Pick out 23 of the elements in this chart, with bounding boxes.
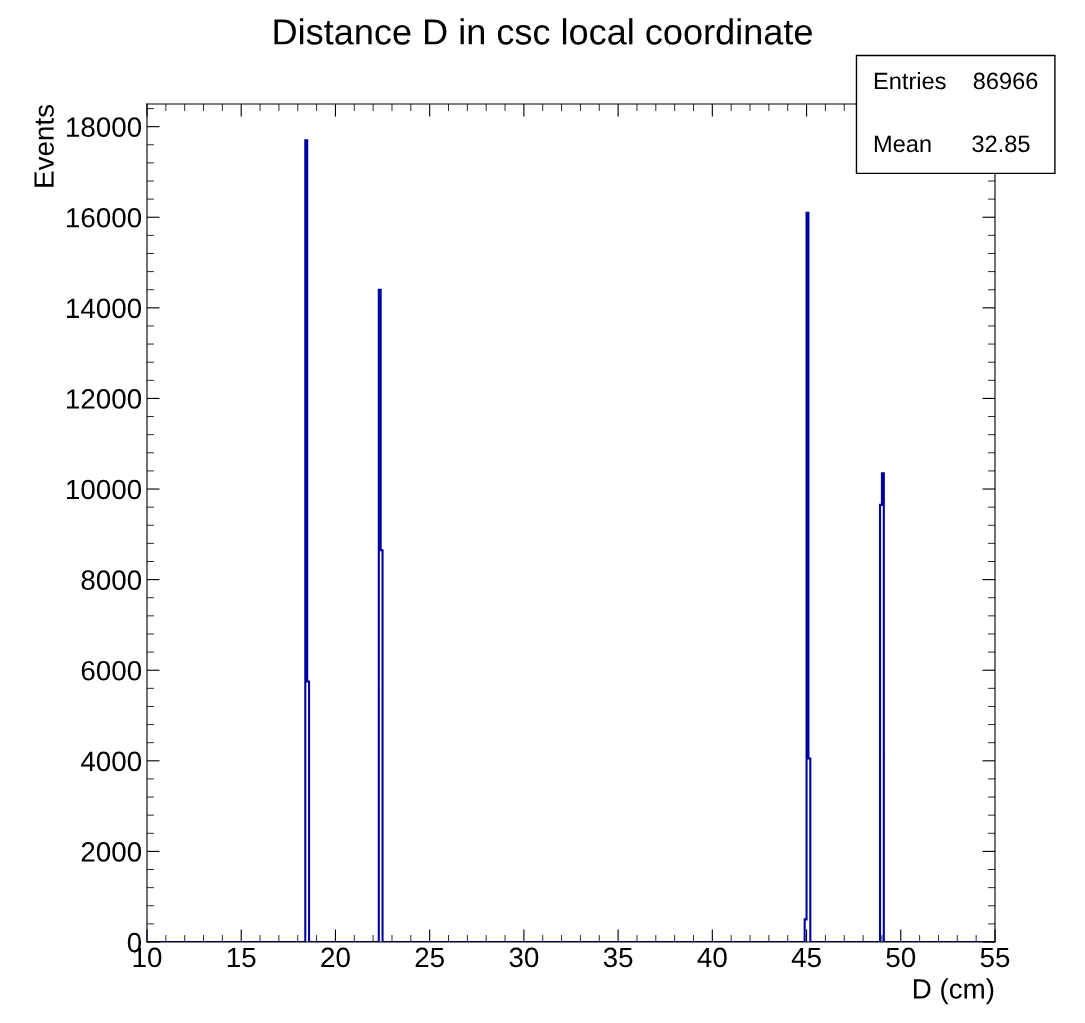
y-tick-label: 6000 — [81, 660, 142, 681]
annotation: Mean 32.85 — [874, 135, 1030, 153]
x-tick-label: 40 — [697, 947, 727, 968]
text: Entries 86966 — [874, 72, 1038, 90]
x-axis-title: D (cm) — [913, 978, 994, 1005]
y-axis-title: Events — [34, 105, 54, 187]
y-tick-label: 4000 — [80, 751, 142, 772]
y-tick-label: 2000 — [81, 842, 142, 862]
x-tick-label: 55 — [980, 947, 1010, 968]
chart-title: Distance D in csc local coordinate — [274, 18, 812, 45]
y-tick-label: 16000 — [67, 207, 142, 228]
y-tick-label: 14000 — [67, 298, 142, 319]
y-tick-label: 18000 — [67, 117, 142, 137]
x-tick-label: 35 — [603, 947, 633, 968]
x-tick-label: 45 — [791, 947, 821, 968]
x-tick-label: 25 — [415, 947, 444, 968]
y-tick-label: 8000 — [81, 570, 142, 590]
x-tick-label: 30 — [509, 947, 539, 968]
y-tick-label: 12000 — [67, 389, 142, 409]
x-tick-label: 20 — [321, 947, 350, 968]
x-tick-label: 50 — [886, 947, 916, 968]
x-tick-label: 15 — [227, 947, 256, 968]
y-tick-label: 10000 — [67, 479, 142, 500]
